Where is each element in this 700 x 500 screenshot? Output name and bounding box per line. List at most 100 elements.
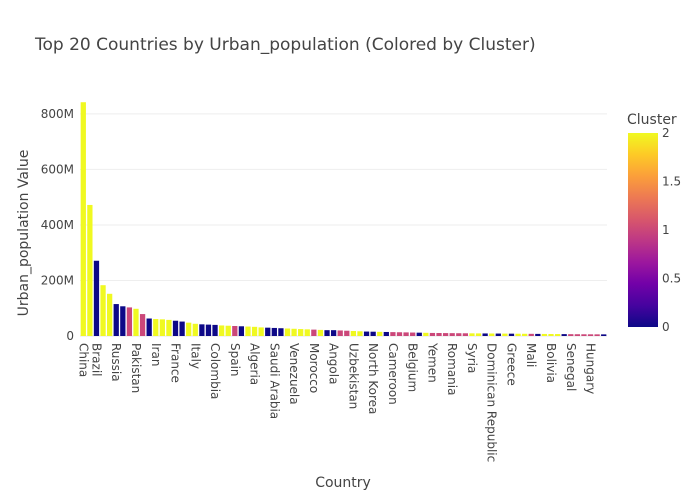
x-tick-label: Bolivia <box>544 343 558 383</box>
bar <box>80 102 86 336</box>
bar <box>133 308 139 336</box>
colorbar: Cluster 0 0.5 1 1.5 2 <box>627 112 681 334</box>
bar <box>475 333 482 336</box>
bar <box>462 333 469 336</box>
bar <box>568 334 574 336</box>
bar <box>232 326 238 336</box>
bar <box>403 332 409 336</box>
bar <box>601 334 607 336</box>
bar <box>396 332 403 336</box>
bar <box>561 334 567 336</box>
bar <box>574 334 580 336</box>
x-tick-label: Pakistan <box>129 343 143 393</box>
bar <box>442 333 449 336</box>
bar <box>508 333 515 336</box>
y-axis-ticks: 0 200M 400M 600M 800M <box>41 107 74 343</box>
bar <box>278 328 284 336</box>
bar <box>126 307 133 336</box>
bar <box>120 306 126 336</box>
x-tick-label: Romania <box>445 343 459 395</box>
bar <box>548 334 554 336</box>
x-tick-label: Iran <box>149 343 163 366</box>
bar <box>258 327 264 336</box>
bar <box>502 333 508 336</box>
bar <box>535 333 541 336</box>
bar <box>436 333 442 336</box>
bar <box>271 327 277 336</box>
bar <box>179 321 185 336</box>
bar <box>218 325 225 336</box>
x-tick-label: Syria <box>465 343 479 373</box>
bars <box>80 102 607 336</box>
bar <box>383 331 389 336</box>
bar <box>100 285 106 336</box>
bar <box>291 328 297 336</box>
bar <box>265 327 271 336</box>
chart-title: Top 20 Countries by Urban_population (Co… <box>34 35 536 55</box>
bar <box>87 204 93 336</box>
bar <box>166 319 172 336</box>
bar <box>159 319 165 336</box>
x-tick-label: Brazil <box>89 343 103 377</box>
x-tick-label: Hungary <box>584 343 598 394</box>
y-tick-label: 200M <box>41 273 74 287</box>
bar <box>245 326 251 336</box>
bar <box>238 326 245 336</box>
bar <box>528 333 534 336</box>
x-tick-label: Uzbekistan <box>346 343 360 409</box>
bar <box>153 319 159 336</box>
colorbar-gradient <box>628 133 658 327</box>
x-tick-label: Cameroon <box>386 343 400 405</box>
colorbar-tick-label: 1 <box>662 223 670 237</box>
x-tick-label: Morocco <box>307 343 321 393</box>
colorbar-tick-label: 0.5 <box>662 272 681 286</box>
bar <box>93 260 100 336</box>
bar <box>416 332 422 336</box>
bar <box>311 329 317 336</box>
x-tick-label: Algeria <box>248 343 262 385</box>
bar <box>225 325 231 336</box>
bar <box>390 332 396 336</box>
x-tick-label: Dominican Republic <box>485 343 499 462</box>
bar <box>205 324 212 336</box>
colorbar-tick-label: 1.5 <box>662 175 681 189</box>
bar <box>298 329 304 336</box>
x-tick-label: Colombia <box>208 343 222 399</box>
bar <box>410 332 416 336</box>
bar <box>330 330 337 336</box>
bar <box>449 333 455 336</box>
y-tick-label: 600M <box>41 162 74 176</box>
bar <box>541 333 548 336</box>
bar <box>456 333 462 336</box>
bar <box>429 332 436 336</box>
x-axis-ticks: China Brazil Russia Pakistan Iran France Italy… <box>76 342 597 462</box>
x-tick-label: China <box>76 343 90 377</box>
bar <box>251 326 258 336</box>
colorbar-title: Cluster <box>627 112 677 128</box>
x-tick-label: Mali <box>524 343 538 367</box>
bar <box>350 331 357 336</box>
x-tick-label: Saudi Arabia <box>267 343 281 419</box>
y-tick-label: 800M <box>41 107 74 121</box>
bar <box>344 330 350 336</box>
gridlines <box>80 113 607 337</box>
y-tick-label: 400M <box>41 218 74 232</box>
colorbar-ticks: 0 0.5 1 1.5 2 <box>662 126 681 334</box>
bar <box>139 314 146 336</box>
bar <box>172 320 179 336</box>
bar <box>192 323 198 336</box>
bar <box>317 329 324 336</box>
bar <box>199 324 205 336</box>
bar <box>581 334 587 336</box>
bar <box>337 330 343 336</box>
y-axis-title: Urban_population Value <box>16 150 32 317</box>
bar <box>489 333 495 336</box>
bar <box>304 329 310 336</box>
x-tick-label: France <box>169 343 183 383</box>
x-tick-label: Senegal <box>564 343 578 391</box>
bar <box>370 331 376 336</box>
bar <box>284 328 291 336</box>
bar <box>594 334 600 336</box>
bar <box>212 324 218 336</box>
